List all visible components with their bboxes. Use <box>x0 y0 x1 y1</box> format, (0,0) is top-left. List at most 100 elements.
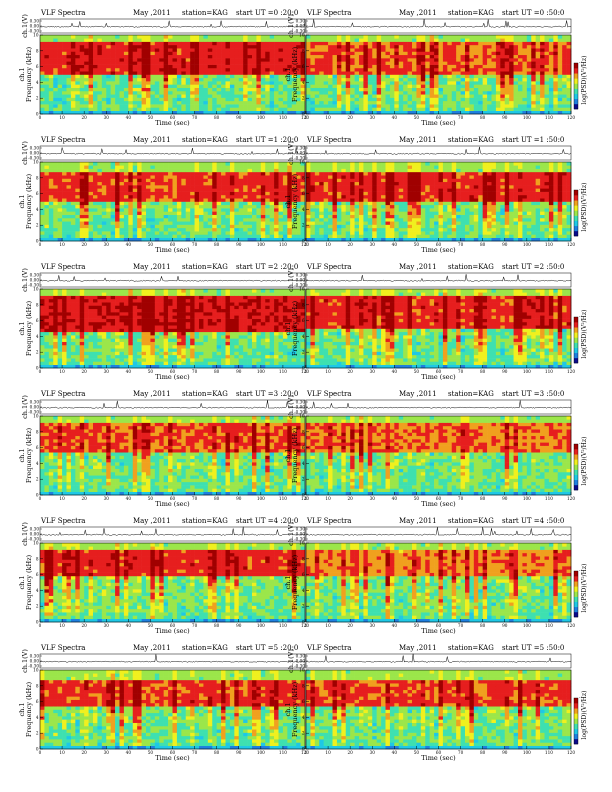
spectrogram-cell <box>359 35 364 39</box>
spectrogram-cell <box>207 194 213 199</box>
spectrogram-cell <box>319 104 324 108</box>
spectrogram-cell <box>212 221 217 225</box>
spectrogram-cell <box>341 211 347 215</box>
spectrogram-cell <box>132 227 138 232</box>
spectrogram-cell <box>513 107 519 112</box>
spectrogram-cell <box>429 38 435 42</box>
spectrogram-cell <box>123 61 129 65</box>
spectrogram-cell <box>553 110 559 115</box>
spectrogram-cell <box>181 231 187 235</box>
spectrogram-cell <box>306 162 311 166</box>
spectrogram-cell <box>265 185 270 189</box>
spectrogram-cell <box>190 67 195 72</box>
spectrogram-cell <box>296 224 301 229</box>
spectrogram-cell <box>84 100 89 105</box>
spectrogram-cell <box>194 204 200 209</box>
spectrogram-cell <box>203 54 209 59</box>
spectrogram-cell <box>531 54 536 59</box>
spectrogram-cell <box>265 224 270 229</box>
spectrogram-cell <box>540 54 545 59</box>
spectrogram-cell <box>265 168 270 173</box>
spectrogram-cell <box>531 51 536 56</box>
spectrogram-cell <box>115 58 120 62</box>
spectrogram-cell <box>306 48 311 52</box>
spectrogram-cell <box>420 110 426 115</box>
spectrogram-cell <box>137 231 142 235</box>
spectrogram-cell <box>469 58 475 62</box>
spectrogram-cell <box>278 234 284 239</box>
spectrogram-cell <box>367 178 373 183</box>
spectrogram-cell <box>150 171 156 176</box>
spectrogram-cell <box>62 35 67 39</box>
spectrogram-cell <box>323 54 329 59</box>
spectrogram-cell <box>216 208 222 212</box>
spectrogram-cell <box>354 100 360 105</box>
spectrogram-cell <box>385 74 391 79</box>
spectrogram-cell <box>203 48 209 52</box>
spectrogram-cell <box>229 185 235 189</box>
spectrogram-cell <box>194 61 200 65</box>
spectrogram-cell <box>40 221 45 225</box>
spectrogram-cell <box>412 64 417 69</box>
x-tick-label: 120 <box>301 115 309 120</box>
spectrogram-cell <box>146 237 151 242</box>
spectrogram-cell <box>540 35 545 39</box>
spectrogram-cell <box>341 214 347 219</box>
spectrogram-cell <box>53 110 58 115</box>
spectrogram-cell <box>269 87 275 92</box>
spectrogram-cell <box>238 165 244 169</box>
spectrogram-cell <box>438 100 444 105</box>
spectrogram-cell <box>221 54 226 59</box>
spectrogram-cell <box>363 227 369 232</box>
spectrogram-cell <box>473 51 479 56</box>
spectrogram-cell <box>566 107 572 112</box>
spectrogram-cell <box>291 74 297 79</box>
spectrogram-cell <box>291 211 297 215</box>
spectrogram-cell <box>221 97 226 102</box>
spectrogram-cell <box>238 221 244 225</box>
spectrogram-cell <box>278 231 284 235</box>
spectrogram-cell <box>300 77 306 82</box>
spectrogram-cell <box>207 162 213 166</box>
spectrogram-cell <box>185 81 191 85</box>
spectrogram-cell <box>163 221 169 225</box>
spectrogram-cell <box>460 100 466 105</box>
spectrogram-cell <box>101 48 107 52</box>
spectrogram-cell <box>146 181 151 186</box>
spectrogram-cell <box>278 165 284 169</box>
spectrogram-cell <box>194 191 200 196</box>
spectrogram-cell <box>252 221 257 225</box>
spectrogram-cell <box>274 64 279 69</box>
spectrogram-cell <box>57 48 63 52</box>
spectrogram-cell <box>336 227 342 232</box>
spectrogram-cell <box>403 100 408 105</box>
spectrogram-cell <box>212 48 217 52</box>
spectrogram-cell <box>168 168 173 173</box>
spectrogram-cell <box>429 41 435 46</box>
spectrogram-cell <box>359 237 364 242</box>
spectrogram-cell <box>88 74 94 79</box>
spectrogram-cell <box>168 165 173 169</box>
spectrogram-cell <box>128 104 134 108</box>
spectrogram-cell <box>429 84 435 88</box>
spectrogram-cell <box>429 94 435 98</box>
spectrogram-cell <box>57 221 63 225</box>
spectrogram-cell <box>300 171 306 176</box>
spectrogram-cell <box>146 227 151 232</box>
spectrogram-cell <box>566 104 572 108</box>
spectrogram-cell <box>372 64 377 69</box>
spectrogram-cell <box>278 35 284 39</box>
spectrogram-cell <box>500 110 506 115</box>
spectrogram-cell <box>62 221 67 225</box>
spectrogram-cell <box>495 41 501 46</box>
spectrogram-cell <box>265 90 270 95</box>
spectrogram-cell <box>176 38 182 42</box>
spectrogram-cell <box>553 48 559 52</box>
spectrogram-cell <box>544 64 550 69</box>
spectrogram-cell <box>172 171 178 176</box>
spectrogram-cell <box>282 94 288 98</box>
spectrogram-cell <box>207 41 213 46</box>
panel-date: May ,2011 <box>133 136 171 144</box>
spectrogram-cell <box>101 74 107 79</box>
spectrogram-cell <box>328 41 333 46</box>
